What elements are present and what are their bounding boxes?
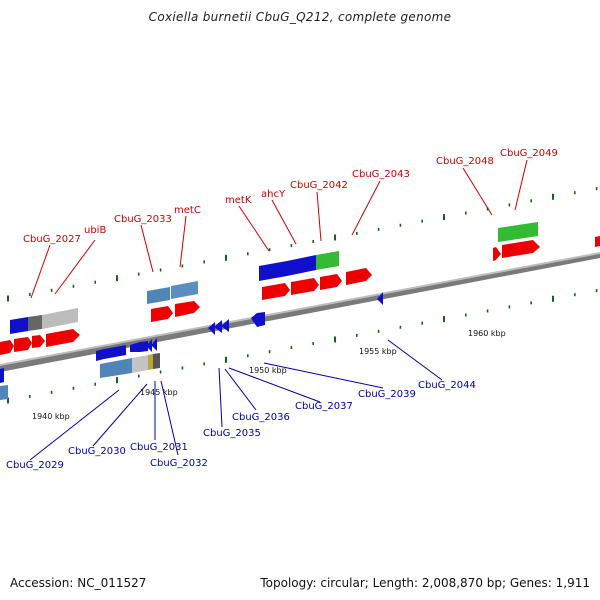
genome-title: Coxiella burnetii CbuG_Q212, complete ge… [148,10,452,24]
gene-label-metK[interactable]: metK [225,195,252,206]
gene-CbuG_2049-block[interactable] [498,222,538,242]
gene-block[interactable] [148,354,153,370]
gene-label-CbuG_2027[interactable]: CbuG_2027 [23,234,81,245]
gene-metK-ahcY-block[interactable] [259,251,339,281]
gene-arrow[interactable] [262,283,290,300]
gene-arrow[interactable] [291,278,319,295]
gene-CbuG_2033-block[interactable] [147,281,198,304]
topology-summary: Topology: circular; Length: 2,008,870 bp… [260,576,590,590]
gene-arrow[interactable] [175,301,200,317]
gene-arrow[interactable] [96,345,126,361]
ruler-label-1960: 1960 kbp [468,329,506,338]
upper-strand-genes [10,222,538,334]
gene-arrow[interactable] [595,236,600,247]
gene-arrow[interactable] [221,319,229,332]
gene-label-CbuG_2035[interactable]: CbuG_2035 [203,428,261,439]
gene-label-CbuG_2048[interactable]: CbuG_2048 [436,156,494,167]
gene-label-CbuG_2030[interactable]: CbuG_2030 [68,446,126,457]
gene-label-CbuG_2039[interactable]: CbuG_2039 [358,389,416,400]
ruler-label-1940: 1940 kbp [32,412,70,421]
gene-CbuG_2027-block[interactable] [10,308,78,334]
gene-block[interactable] [132,355,148,373]
gene-label-CbuG_2044[interactable]: CbuG_2044 [418,380,476,391]
reverse-strand-genes [0,292,383,400]
gene-label-CbuG_2033[interactable]: CbuG_2033 [114,214,172,225]
gene-block[interactable] [0,368,4,383]
gene-label-metC[interactable]: metC [174,205,201,216]
gene-label-CbuG_2043[interactable]: CbuG_2043 [352,169,410,180]
ruler-ticks [7,187,598,404]
gene-arrow[interactable] [214,320,222,333]
gene-block[interactable] [100,358,132,378]
gene-arrow[interactable] [208,322,215,335]
gene-label-CbuG_2029[interactable]: CbuG_2029 [6,460,64,471]
forward-strand-arrows [0,236,600,355]
ruler-label-1950: 1950 kbp [249,366,287,375]
gene-arrow[interactable] [14,337,32,352]
gene-arrow[interactable] [251,312,265,327]
gene-arrow[interactable] [130,341,148,352]
gene-arrow[interactable] [377,292,383,305]
upper-leaders [30,159,528,299]
gene-block[interactable] [153,353,160,369]
gene-arrow[interactable] [346,268,372,285]
lower-gene-labels: CbuG_2029 CbuG_2030 CbuG_2031 CbuG_2032 … [6,380,476,471]
gene-label-CbuG_2037[interactable]: CbuG_2037 [295,401,353,412]
gene-label-ubiB[interactable]: ubiB [84,225,106,236]
gene-arrow[interactable] [502,240,540,258]
gene-arrow[interactable] [146,339,152,352]
gene-label-CbuG_2036[interactable]: CbuG_2036 [232,412,290,423]
gene-arrow[interactable] [32,335,45,348]
ruler-label-1945: 1945 kbp [140,388,178,397]
lower-leaders [29,339,443,461]
ruler-label-1955: 1955 kbp [359,347,397,356]
upper-gene-labels: CbuG_2027 ubiB CbuG_2033 metC metK ahcY … [23,148,558,245]
ruler-labels: 1940 kbp 1945 kbp 1950 kbp 1955 kbp 1960… [32,329,506,421]
gene-label-CbuG_2031[interactable]: CbuG_2031 [130,442,188,453]
gene-label-CbuG_2042[interactable]: CbuG_2042 [290,180,348,191]
accession-label: Accession: NC_011527 [10,576,147,590]
gene-label-CbuG_2032[interactable]: CbuG_2032 [150,458,208,469]
gene-label-CbuG_2049[interactable]: CbuG_2049 [500,148,558,159]
gene-arrow[interactable] [151,338,157,351]
gene-arrow[interactable] [0,340,14,355]
gene-arrow[interactable] [151,306,173,322]
gene-arrow[interactable] [493,247,501,261]
gene-block[interactable] [0,385,8,400]
gene-arrow[interactable] [320,274,342,290]
gene-arrow[interactable] [46,329,80,347]
gene-label-ahcY[interactable]: ahcY [261,189,286,200]
